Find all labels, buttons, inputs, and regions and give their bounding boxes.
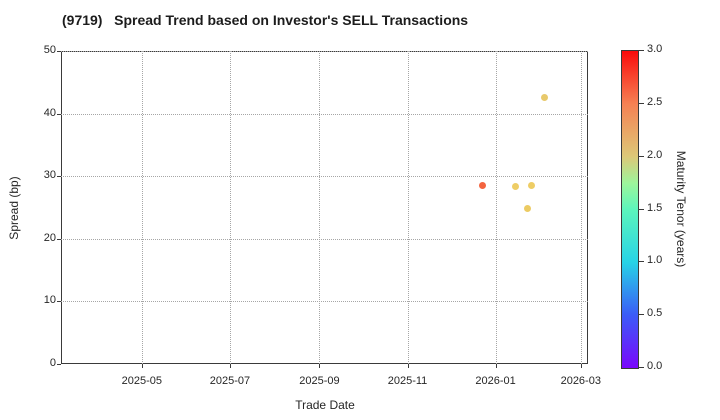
x-gridline: [495, 51, 497, 364]
y-tick-label: 0: [49, 357, 56, 369]
colorbar-tick-mark: [639, 367, 644, 368]
y-gridline: [61, 51, 588, 52]
x-tick-label: 2025-11: [387, 375, 428, 387]
scatter-point: [528, 182, 536, 190]
y-tick-label: 10: [43, 294, 56, 307]
x-tick-mark: [580, 364, 582, 368]
colorbar-tick-label: 0.5: [647, 307, 663, 320]
x-tick-label: 2025-05: [121, 375, 163, 387]
y-tick-mark: [57, 176, 61, 178]
x-gridline: [407, 51, 409, 364]
colorbar-tick-mark: [639, 261, 644, 263]
y-tick-label: 20: [43, 231, 56, 244]
colorbar-label: Maturity Tenor (years): [674, 150, 688, 268]
x-gridline: [580, 51, 582, 364]
colorbar-tick-label: 2.0: [647, 148, 663, 161]
colorbar-tick-mark: [639, 50, 644, 51]
scatter-point: [523, 204, 531, 212]
y-tick-mark: [57, 364, 61, 365]
colorbar-tick-label: 0.0: [647, 360, 663, 372]
colorbar-gradient: [622, 51, 638, 368]
x-gridline: [319, 51, 321, 364]
y-tick-mark: [57, 51, 61, 52]
scatter-point: [541, 94, 549, 102]
colorbar-tick-mark: [639, 208, 644, 210]
x-tick-mark: [319, 364, 321, 368]
x-tick-mark: [229, 364, 231, 368]
y-gridline: [61, 301, 588, 303]
x-tick-mark: [407, 364, 409, 368]
y-gridline: [61, 113, 588, 115]
colorbar-tick-label: 1.5: [647, 201, 663, 214]
y-tick-mark: [57, 113, 61, 115]
x-gridline: [229, 51, 231, 364]
y-tick-mark: [57, 301, 61, 303]
y-tick-label: 40: [43, 106, 56, 119]
colorbar: [621, 50, 639, 369]
x-tick-mark: [495, 364, 497, 368]
y-tick-label: 50: [43, 44, 56, 56]
colorbar-tick-label: 2.5: [647, 95, 663, 108]
colorbar-tick-mark: [639, 155, 644, 157]
x-gridline: [141, 51, 143, 364]
scatter-point: [479, 182, 487, 190]
colorbar-tick-mark: [639, 314, 644, 316]
scatter-point: [512, 182, 520, 190]
y-tick-mark: [57, 238, 61, 240]
colorbar-tick-label: 3.0: [647, 43, 663, 55]
x-tick-label: 2025-09: [299, 375, 340, 387]
y-gridline: [61, 176, 588, 178]
chart-title: (9719) Spread Trend based on Investor's …: [62, 12, 469, 28]
colorbar-tick-mark: [639, 102, 644, 104]
x-tick-label: 2026-03: [560, 375, 601, 387]
x-tick-label: 2025-07: [209, 375, 251, 387]
x-tick-label: 2026-01: [475, 375, 516, 387]
y-tick-label: 30: [43, 169, 56, 182]
colorbar-tick-label: 1.0: [647, 254, 663, 267]
y-axis-label: Spread (bp): [7, 176, 21, 240]
x-axis-label: Trade Date: [295, 398, 355, 412]
plot-area: [61, 51, 588, 364]
x-tick-mark: [141, 364, 143, 368]
y-gridline: [61, 238, 588, 240]
